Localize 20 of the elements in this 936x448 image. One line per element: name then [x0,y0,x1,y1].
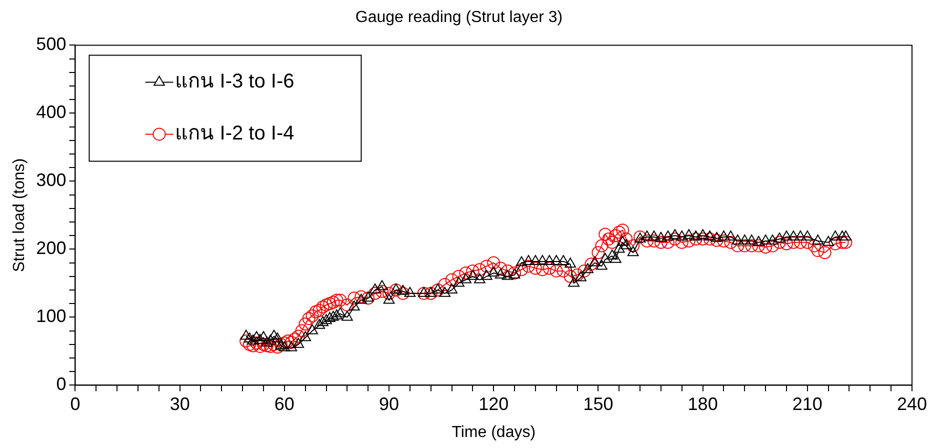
legend-label: แกน I-2 to I-4 [175,122,294,145]
x-tick-label: 150 [583,394,614,414]
y-tick-label: 200 [36,238,66,258]
x-tick-label: 120 [478,394,509,414]
x-tick-label: 0 [70,394,80,414]
x-tick-label: 210 [792,394,822,414]
x-tick-label: 90 [379,394,400,414]
x-tick-label: 30 [170,394,190,414]
x-tick-label: 60 [274,394,294,414]
chart-title: Gauge reading (Strut layer 3) [355,9,563,26]
x-tick-label: 240 [896,394,928,414]
x-axis-title: Time (days) [452,424,536,441]
y-tick-label: 100 [36,306,66,326]
y-axis-title: Strut load (tons) [11,158,28,272]
y-tick-label: 300 [36,170,66,190]
x-tick-label: 180 [688,394,718,414]
legend-label: แกน I-3 to I-6 [175,70,294,93]
y-tick-label: 400 [36,102,66,122]
y-tick-label: 500 [36,34,66,54]
y-tick-label: 0 [56,374,66,394]
